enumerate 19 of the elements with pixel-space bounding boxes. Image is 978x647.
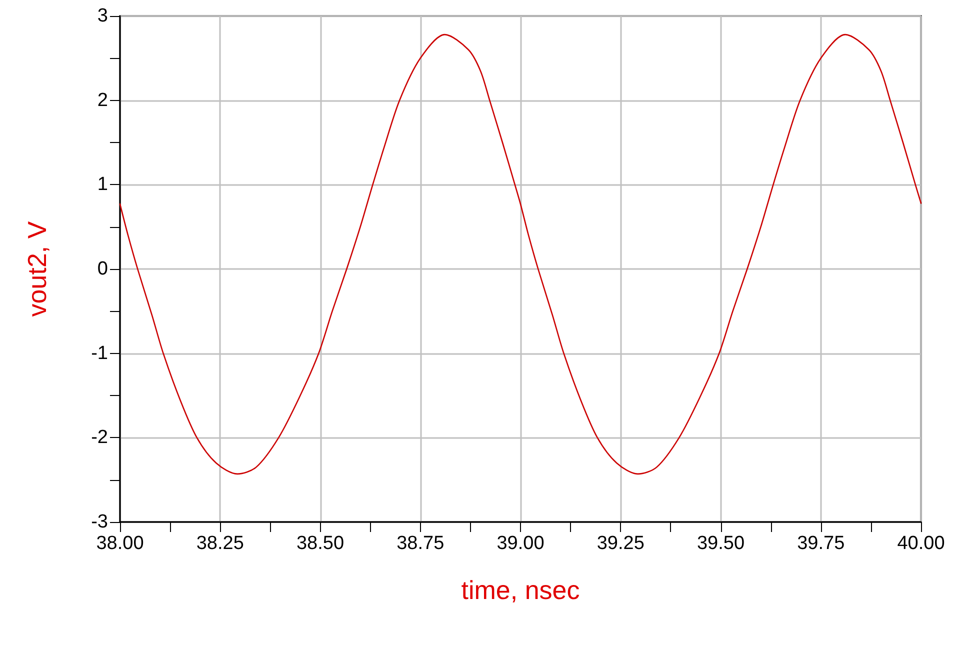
y-tick-label: 3 — [97, 6, 108, 26]
x-tick-label: 39.50 — [696, 533, 745, 554]
x-tick-label: 39.00 — [496, 533, 544, 554]
x-tick-label: 40.00 — [897, 533, 945, 554]
y-tick-label: 2 — [97, 90, 108, 111]
y-tick-label: -3 — [91, 512, 108, 532]
x-axis-title: time, nsec — [461, 575, 580, 605]
y-tick-label: 1 — [97, 174, 108, 196]
y-tick-label: 0 — [97, 258, 108, 280]
x-tick-label: 38.75 — [396, 533, 444, 554]
y-tick-label: -1 — [91, 342, 108, 364]
line-series — [119, 34, 922, 475]
y-tick-label: -2 — [91, 427, 108, 448]
x-tick-label: 38.25 — [196, 533, 244, 554]
x-tick-label: 38.50 — [296, 533, 344, 554]
y-axis-title: vout2, V — [22, 220, 52, 317]
x-tick-label: 39.25 — [596, 533, 644, 554]
x-tick-label: 39.75 — [797, 533, 845, 554]
x-tick-label: 38.00 — [96, 533, 144, 554]
